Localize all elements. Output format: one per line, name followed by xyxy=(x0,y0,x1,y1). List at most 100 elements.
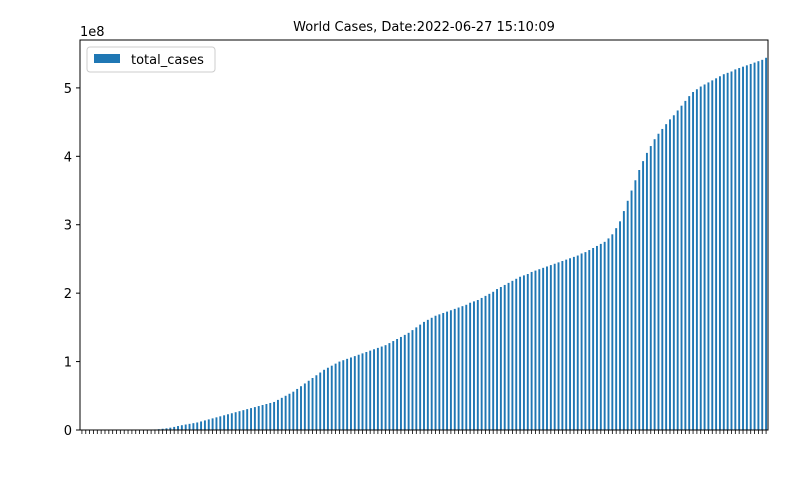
bar xyxy=(196,422,199,430)
legend-swatch xyxy=(94,54,120,63)
bar xyxy=(615,228,618,430)
bar xyxy=(238,411,241,430)
bar xyxy=(365,352,368,430)
bar xyxy=(315,375,318,430)
bar xyxy=(438,314,441,430)
bar xyxy=(526,274,529,430)
bar xyxy=(184,424,187,430)
chart-title: World Cases, Date:2022-06-27 15:10:09 xyxy=(293,20,555,35)
bar xyxy=(684,100,687,430)
bar xyxy=(726,72,729,430)
bar xyxy=(584,252,587,430)
bar xyxy=(738,68,741,431)
bar xyxy=(342,360,345,430)
bar xyxy=(169,427,172,430)
bar xyxy=(434,315,437,430)
bar xyxy=(296,388,299,430)
bar xyxy=(565,259,568,430)
bar xyxy=(292,391,295,430)
bar xyxy=(442,313,445,430)
bar xyxy=(676,110,679,430)
bar xyxy=(392,341,395,430)
bar xyxy=(765,57,768,430)
bar xyxy=(538,269,541,430)
bar xyxy=(426,319,429,430)
bar xyxy=(592,248,595,430)
bar xyxy=(373,349,375,430)
bar xyxy=(626,200,629,430)
bar xyxy=(250,408,252,430)
bar xyxy=(542,267,545,430)
bar xyxy=(596,245,598,430)
bar xyxy=(645,152,648,430)
bar xyxy=(499,287,502,430)
bar xyxy=(669,119,671,431)
bar xyxy=(757,61,760,431)
bar xyxy=(207,419,210,430)
bar xyxy=(215,417,218,430)
bar xyxy=(161,428,164,430)
bar xyxy=(530,271,533,430)
bar xyxy=(749,63,752,430)
bar xyxy=(534,270,537,430)
bar xyxy=(284,395,287,430)
bar xyxy=(219,416,222,430)
bar xyxy=(461,306,464,430)
bar xyxy=(423,321,425,430)
bar xyxy=(361,353,364,430)
bar xyxy=(419,324,422,430)
bar xyxy=(569,258,572,430)
bar xyxy=(661,128,664,430)
bar xyxy=(703,84,706,430)
bar xyxy=(638,170,641,430)
bar xyxy=(265,404,268,430)
legend-label: total_cases xyxy=(131,53,204,68)
bar xyxy=(680,105,683,431)
bar xyxy=(242,410,245,430)
bar xyxy=(200,421,203,430)
bar xyxy=(492,291,495,430)
bar xyxy=(603,241,606,430)
bar xyxy=(288,393,291,430)
bar xyxy=(261,405,264,430)
bar xyxy=(634,180,637,430)
bar xyxy=(642,161,645,431)
bar xyxy=(692,92,695,430)
bar xyxy=(588,250,591,430)
bar xyxy=(465,304,468,430)
bar xyxy=(323,369,326,430)
bar xyxy=(369,350,372,430)
bar xyxy=(403,334,406,430)
bar xyxy=(173,426,176,430)
bar xyxy=(688,96,691,431)
legend-box xyxy=(86,46,216,73)
bar xyxy=(303,383,306,430)
bar xyxy=(273,401,276,430)
bar xyxy=(546,266,548,430)
bar xyxy=(177,426,179,430)
y-tick-label: 5 xyxy=(64,82,72,97)
bar xyxy=(522,275,525,430)
bar xyxy=(449,310,452,430)
bar xyxy=(192,423,195,430)
bar xyxy=(549,265,552,430)
bar xyxy=(622,211,625,430)
bar xyxy=(476,300,479,430)
bar xyxy=(561,261,564,430)
bar xyxy=(346,358,349,430)
bar xyxy=(503,284,506,430)
bar xyxy=(553,263,556,430)
bar xyxy=(165,428,168,430)
y-tick-label: 0 xyxy=(64,424,72,439)
bar xyxy=(711,80,714,431)
y-axis-offset-label: 1e8 xyxy=(80,25,105,40)
bar xyxy=(507,282,510,430)
bar xyxy=(730,71,733,430)
bar xyxy=(227,414,229,430)
bar xyxy=(446,311,449,430)
bar xyxy=(276,399,279,430)
y-tick-label: 3 xyxy=(64,219,72,234)
bar xyxy=(430,317,433,430)
